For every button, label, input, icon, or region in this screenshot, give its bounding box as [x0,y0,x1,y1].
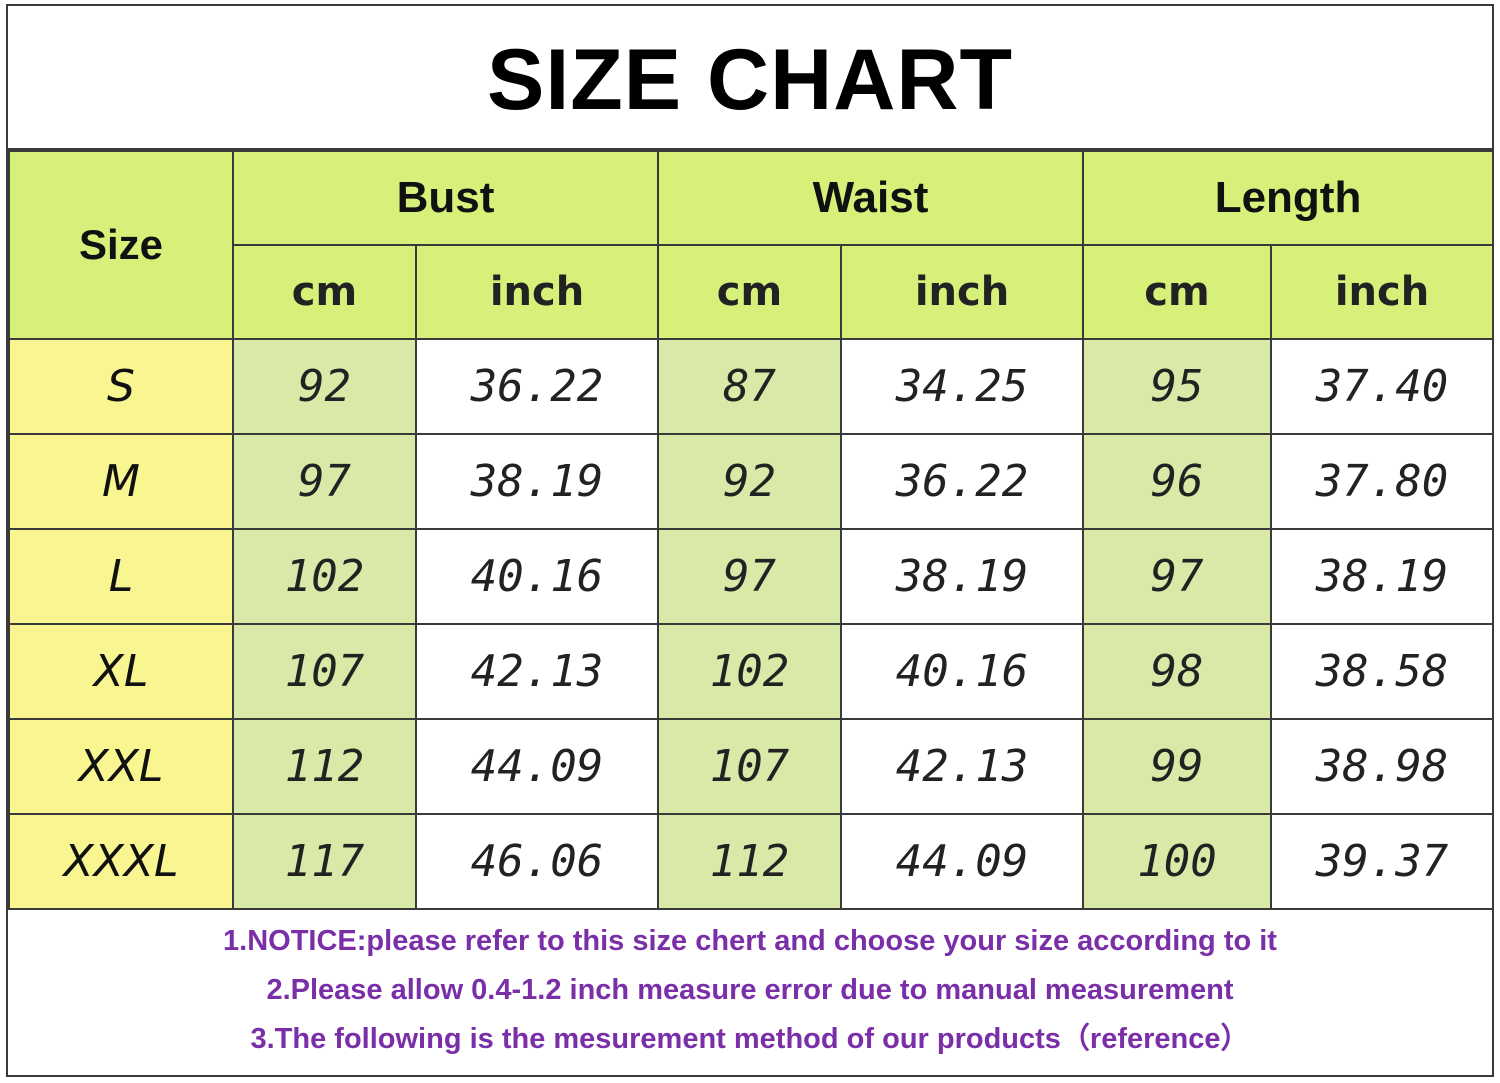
length-cm-cell: 95 [1082,338,1272,435]
table-row: XXL 112 44.09 107 42.13 99 38.98 [8,718,1495,815]
bust-inch-cell: 40.16 [415,528,659,625]
size-cell: M [8,433,234,530]
notes-section: 1.NOTICE:please refer to this size chert… [8,906,1492,1075]
waist-inch-cell: 40.16 [840,623,1084,720]
length-inch-cell: 37.40 [1269,338,1495,435]
waist-cm-header: cm [657,244,842,340]
note-line-3: 3.The following is the mesurement method… [250,1023,1250,1055]
length-header: Length [1081,150,1495,246]
waist-inch-cell: 42.13 [840,718,1084,815]
size-cell: XXXL [8,813,234,910]
length-inch-cell: 38.19 [1269,528,1495,625]
title-area: SIZE CHART [8,6,1492,150]
bust-cm-cell: 117 [232,813,417,910]
waist-cm-cell: 87 [657,338,842,435]
length-cm-header: cm [1082,244,1272,340]
size-cell: XL [8,623,234,720]
length-inch-cell: 38.58 [1269,623,1495,720]
waist-inch-cell: 34.25 [840,338,1084,435]
table-row: L 102 40.16 97 38.19 97 38.19 [8,528,1495,625]
table-row: M 97 38.19 92 36.22 96 37.80 [8,433,1495,530]
length-cm-cell: 99 [1082,718,1272,815]
bust-inch-cell: 38.19 [415,433,659,530]
waist-cm-cell: 102 [657,623,842,720]
waist-cm-cell: 92 [657,433,842,530]
waist-inch-cell: 36.22 [840,433,1084,530]
bust-cm-cell: 107 [232,623,417,720]
size-chart-frame: SIZE CHART Size Bust Waist Length cm inc… [6,4,1495,1077]
note-line-1: 1.NOTICE:please refer to this size chert… [223,925,1277,957]
length-cm-cell: 96 [1082,433,1272,530]
size-table: Size Bust Waist Length cm inch cm inch c… [8,150,1495,910]
waist-inch-header: inch [840,244,1084,340]
bust-header: Bust [232,150,659,246]
size-column-header: Size [8,150,234,340]
waist-header: Waist [657,150,1084,246]
bust-cm-cell: 102 [232,528,417,625]
waist-cm-cell: 97 [657,528,842,625]
bust-inch-cell: 46.06 [415,813,659,910]
bust-cm-cell: 97 [232,433,417,530]
bust-inch-header: inch [415,244,659,340]
waist-inch-cell: 38.19 [840,528,1084,625]
size-cell: L [8,528,234,625]
bust-inch-cell: 36.22 [415,338,659,435]
page-title: SIZE CHART [487,31,1013,128]
waist-cm-cell: 112 [657,813,842,910]
table-row: XXXL 117 46.06 112 44.09 100 39.37 [8,813,1495,910]
length-cm-cell: 98 [1082,623,1272,720]
length-inch-header: inch [1269,244,1495,340]
length-inch-cell: 37.80 [1269,433,1495,530]
bust-cm-cell: 112 [232,718,417,815]
length-inch-cell: 39.37 [1269,813,1495,910]
bust-inch-cell: 42.13 [415,623,659,720]
note-line-2: 2.Please allow 0.4-1.2 inch measure erro… [266,974,1234,1006]
table-row: XL 107 42.13 102 40.16 98 38.58 [8,623,1495,720]
waist-inch-cell: 44.09 [840,813,1084,910]
bust-cm-header: cm [232,244,417,340]
length-cm-cell: 97 [1082,528,1272,625]
bust-cm-cell: 92 [232,338,417,435]
size-cell: XXL [8,718,234,815]
waist-cm-cell: 107 [657,718,842,815]
size-cell: S [8,338,234,435]
table-row: S 92 36.22 87 34.25 95 37.40 [8,338,1495,435]
length-cm-cell: 100 [1082,813,1272,910]
bust-inch-cell: 44.09 [415,718,659,815]
length-inch-cell: 38.98 [1269,718,1495,815]
